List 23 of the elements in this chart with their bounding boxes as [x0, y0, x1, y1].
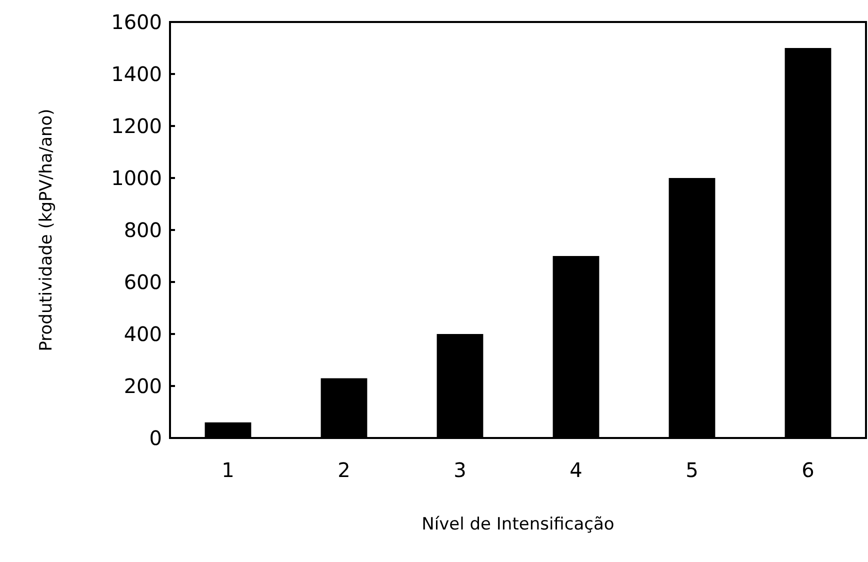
y-tick-label: 1200	[111, 114, 162, 138]
x-tick-label: 4	[570, 458, 582, 482]
y-tick-label: 600	[124, 270, 162, 294]
bar	[552, 256, 600, 438]
bar	[436, 334, 484, 438]
bar	[784, 48, 832, 438]
y-axis-title: Produtividade (kgPV/ha/ano)	[36, 108, 56, 352]
x-tick-label: 6	[802, 458, 814, 482]
y-tick-label: 800	[124, 218, 162, 242]
x-tick-label: 1	[222, 458, 234, 482]
x-tick-label: 5	[686, 458, 698, 482]
y-tick-label: 0	[149, 426, 162, 450]
x-tick-label: 3	[454, 458, 466, 482]
x-tick-label: 2	[338, 458, 350, 482]
y-tick-label: 400	[124, 322, 162, 346]
y-tick-label: 1400	[111, 62, 162, 86]
bar	[668, 178, 716, 438]
bar	[320, 378, 368, 438]
x-axis-title: Nível de Intensificação	[422, 514, 614, 534]
bar	[204, 422, 252, 438]
y-tick-label: 1000	[111, 166, 162, 190]
y-tick-label: 200	[124, 374, 162, 398]
y-tick-label: 1600	[111, 10, 162, 34]
